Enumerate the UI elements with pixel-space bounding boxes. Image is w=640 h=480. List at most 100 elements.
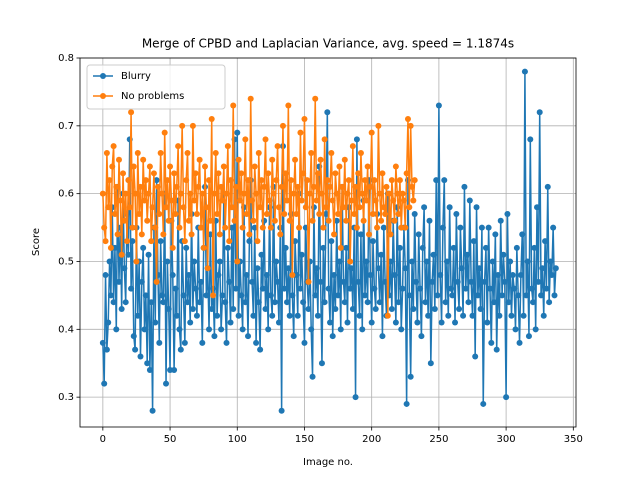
point [102,238,109,245]
point [382,211,389,218]
point [144,217,151,224]
point [199,339,206,346]
point [368,129,375,136]
point [450,244,457,251]
point [322,211,329,218]
point [477,305,484,312]
point [406,292,413,299]
point [322,204,329,211]
point [324,177,331,184]
point [508,312,515,319]
point [364,163,371,170]
point [332,305,339,312]
point [246,231,253,238]
point [286,217,293,224]
point [419,244,426,251]
point [402,224,409,231]
point [197,224,204,231]
point [363,258,370,265]
point [445,312,452,319]
point [540,312,547,319]
point [253,190,260,197]
point [329,197,336,204]
point [255,149,262,156]
point [242,136,249,143]
point [192,285,199,292]
point [262,305,269,312]
point [191,197,198,204]
point [152,319,159,326]
point [132,190,139,197]
point [435,102,442,109]
point [250,312,257,319]
point [367,272,374,279]
point [128,285,135,292]
point [438,319,445,326]
point [320,244,327,251]
point [391,272,398,279]
point [388,305,395,312]
point [410,305,417,312]
point [379,170,386,177]
point [398,326,405,333]
point [409,183,416,190]
point [370,211,377,218]
point [258,251,265,258]
point [429,278,436,285]
point [355,170,362,177]
point [456,305,463,312]
point [321,136,328,143]
point [222,299,229,306]
point [399,190,406,197]
point [363,197,370,204]
point [314,312,321,319]
point [347,258,354,265]
point [196,299,203,306]
point [538,292,545,299]
point [231,217,238,224]
point [115,278,122,285]
point [333,190,340,197]
point [140,244,147,251]
point [235,156,242,163]
point [199,190,206,197]
point [548,272,555,279]
point [189,305,196,312]
point [191,258,198,265]
point [206,326,213,333]
point [107,292,114,299]
point [341,156,348,163]
point [356,312,363,319]
point [255,299,262,306]
point [164,177,171,184]
point [313,265,320,272]
point [318,360,325,367]
point [351,211,358,218]
point [138,278,145,285]
point [426,217,433,224]
point [246,238,253,245]
point [183,177,190,184]
point [427,360,434,367]
point [305,305,312,312]
point [219,292,226,299]
point [340,204,347,211]
point [364,299,371,306]
point [298,251,305,258]
point [118,251,125,258]
point [173,312,180,319]
point [317,156,324,163]
point [516,339,523,346]
point [473,204,480,211]
y-tick-label: 0.6 [58,189,74,200]
point [524,258,531,265]
point [211,190,218,197]
point [243,211,250,218]
point [269,312,276,319]
point [309,373,316,380]
x-tick-label: 350 [564,434,583,445]
point [378,251,385,258]
point [321,299,328,306]
point [460,312,467,319]
legend-marker [100,93,106,99]
